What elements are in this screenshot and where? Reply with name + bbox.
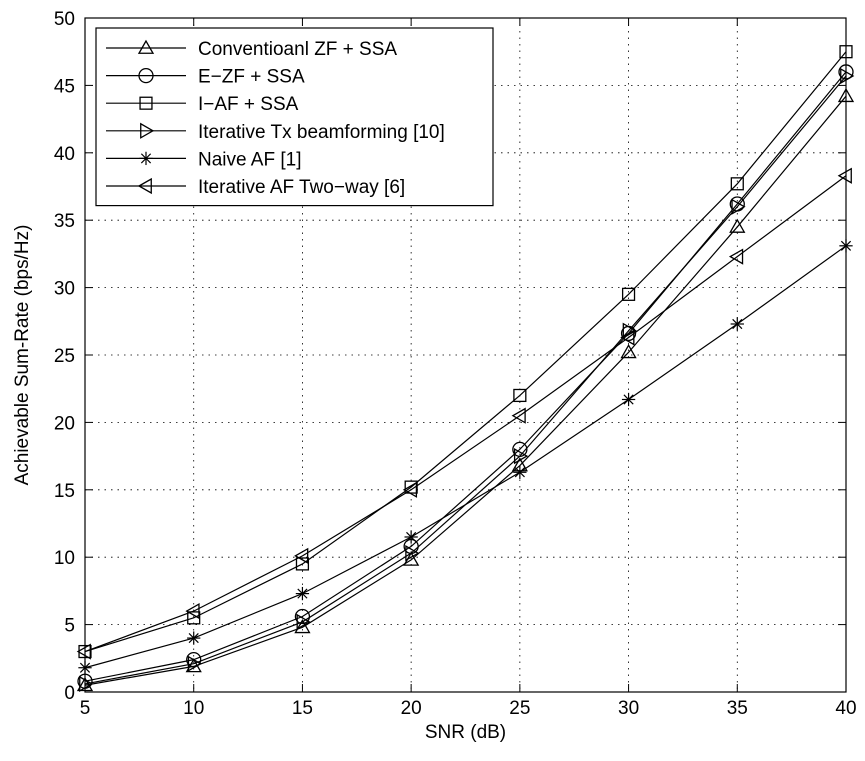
data-point: [79, 675, 94, 693]
y-axis-label: Achievable Sum-Rate (bps/Hz): [12, 225, 33, 486]
data-point: [837, 167, 852, 184]
x-tick-label: 30: [618, 698, 639, 719]
legend-marker: [139, 151, 153, 166]
x-tick-label: 25: [509, 698, 530, 719]
series-line: [84, 95, 847, 686]
legend-marker: [139, 96, 153, 110]
series-layer: [76, 45, 855, 693]
legend-entry: Conventioanl ZF + SSA: [106, 39, 397, 60]
legend-marker: [137, 177, 152, 195]
data-point: [187, 631, 201, 645]
legend-entry: E−ZF + SSA: [106, 67, 305, 88]
legend-label: Naive AF [1]: [198, 149, 302, 170]
data-point: [513, 447, 529, 465]
legend-entry: Iterative Tx beamforming [10]: [106, 122, 445, 143]
data-point: [730, 177, 744, 191]
data-point: [405, 545, 420, 562]
x-tick-label: 20: [401, 698, 422, 719]
series-6: [76, 167, 852, 660]
legend-label: Iterative AF Two−way [6]: [198, 177, 405, 198]
legend-entry: Iterative AF Two−way [6]: [106, 177, 405, 198]
series-line: [84, 175, 847, 653]
data-point: [294, 608, 311, 625]
data-point: [294, 547, 309, 564]
data-point: [620, 329, 635, 346]
legend-entry: I−AF + SSA: [106, 94, 299, 115]
series-line: [84, 51, 847, 653]
data-point: [513, 465, 527, 479]
data-point: [513, 388, 527, 403]
data-point: [731, 198, 746, 215]
legend-label: E−ZF + SSA: [198, 67, 305, 88]
x-tick-label: 5: [80, 698, 91, 719]
data-point: [728, 248, 744, 265]
data-point: [295, 586, 310, 601]
series-line: [84, 245, 847, 669]
y-tick-label: 10: [54, 548, 75, 569]
legend-label: I−AF + SSA: [198, 94, 299, 115]
data-point: [840, 67, 855, 85]
x-axis-label: SNR (dB): [425, 722, 506, 743]
legend-marker: [138, 67, 154, 84]
y-tick-label: 45: [54, 76, 75, 97]
data-point: [729, 218, 746, 233]
series-line: [84, 71, 847, 682]
y-tick-label: 35: [54, 211, 75, 232]
y-tick-label: 30: [54, 279, 75, 300]
y-tick-label: 0: [64, 683, 75, 704]
legend-entry: Naive AF [1]: [106, 149, 302, 170]
data-point: [404, 530, 418, 544]
x-tick-label: 40: [835, 698, 856, 719]
data-point: [402, 481, 418, 498]
data-point: [511, 407, 526, 424]
x-tick-label: 10: [183, 698, 204, 719]
data-point: [185, 602, 200, 620]
y-tick-label: 15: [54, 481, 75, 502]
x-tick-label: 15: [292, 698, 313, 719]
legend: Conventioanl ZF + SSA E−ZF + SSA I−AF + SS…: [95, 27, 494, 207]
y-tick-label: 20: [54, 413, 75, 434]
data-point: [187, 655, 203, 672]
data-point: [296, 613, 311, 631]
data-point: [620, 343, 637, 359]
data-point: [294, 618, 311, 634]
legend-marker: [137, 39, 155, 54]
data-point: [621, 287, 636, 301]
data-point: [730, 317, 744, 331]
data-point: [76, 643, 91, 660]
y-tick-label: 5: [64, 616, 75, 637]
data-point: [186, 651, 202, 668]
legend-marker: [140, 122, 155, 139]
legend-label: Iterative Tx beamforming [10]: [198, 122, 445, 143]
y-tick-label: 40: [54, 144, 75, 165]
data-point: [622, 322, 637, 339]
y-tick-label: 50: [54, 9, 75, 30]
y-tick-label: 25: [54, 346, 75, 367]
legend-label: Conventioanl ZF + SSA: [198, 39, 397, 60]
x-tick-label: 35: [727, 698, 748, 719]
data-point: [621, 392, 636, 407]
series-3: [78, 45, 853, 659]
data-point: [187, 611, 201, 625]
legend-box: [95, 27, 494, 207]
data-point: [295, 557, 310, 571]
